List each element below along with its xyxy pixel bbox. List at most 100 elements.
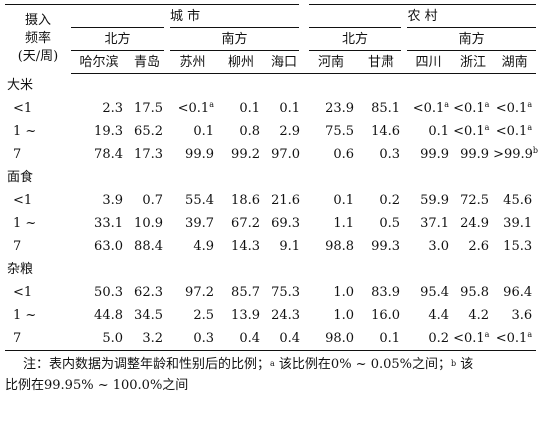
- value-text: 63.0: [94, 239, 123, 254]
- value-text: 3.6: [511, 308, 533, 323]
- value-cell: 88.4: [127, 235, 167, 258]
- value-cell: 24.3: [264, 304, 304, 327]
- region-header: 柳州: [218, 50, 264, 74]
- urban-header: 城 市: [71, 4, 305, 28]
- value-text: <0.1: [495, 331, 528, 346]
- table-row: <1 50.3 62.3 97.2 85.7 75.3 1.0 83.9 95.4 95.8 96.…: [5, 281, 536, 304]
- value-text: 0.1: [193, 124, 214, 139]
- value-text: 17.5: [134, 101, 163, 116]
- value-text: <0.1: [177, 101, 210, 116]
- value-cell: 14.3: [218, 235, 264, 258]
- value-text: 75.3: [271, 285, 301, 300]
- value-cell: 99.9: [167, 143, 218, 166]
- value-cell: <0.1a: [453, 327, 494, 351]
- value-text: 78.4: [94, 147, 123, 162]
- value-text: 39.7: [185, 216, 214, 231]
- value-cell: 0.1: [264, 97, 304, 120]
- value-cell: 13.9: [218, 304, 264, 327]
- footnote-mark: a: [527, 330, 533, 339]
- value-cell: 1.1: [304, 212, 358, 235]
- value-cell: 78.4: [71, 143, 127, 166]
- value-cell: 98.0: [304, 327, 359, 351]
- value-text: 96.4: [503, 285, 533, 300]
- value-cell: <0.1a: [493, 97, 536, 120]
- value-text: 18.6: [231, 193, 260, 208]
- value-text: 72.5: [460, 193, 490, 208]
- section-spacer: [71, 74, 536, 98]
- frequency-cell: <1: [13, 285, 33, 300]
- table-row: <1 3.9 0.7 55.4 18.6 21.6 0.1 0.2 59.9 72.5 45.6: [5, 189, 536, 212]
- value-cell: 34.5: [127, 304, 167, 327]
- value-cell: 0.5: [358, 212, 404, 235]
- value-cell: 16.0: [358, 304, 404, 327]
- value-text: 69.3: [271, 216, 301, 231]
- value-text: 3.9: [102, 193, 123, 208]
- value-text: 10.9: [134, 216, 163, 231]
- value-text: 16.0: [371, 308, 401, 323]
- table-container: 摄入 频率 (天/周) 城 市 农 村 北方 南方 北方 南方 哈尔滨 青岛 苏…: [5, 4, 538, 396]
- value-cell: 2.5: [167, 304, 218, 327]
- value-cell: 0.1: [218, 97, 264, 120]
- value-text: 99.9: [460, 147, 490, 162]
- value-cell: 85.7: [218, 281, 264, 304]
- value-text: 44.8: [94, 308, 123, 323]
- value-cell: 98.8: [304, 235, 358, 258]
- stub-header-line-2: 频率: [24, 31, 51, 47]
- frequency-cell: 7: [5, 327, 71, 351]
- value-text: 0.7: [142, 193, 163, 208]
- value-cell: 83.9: [358, 281, 404, 304]
- value-text: 19.3: [94, 124, 123, 139]
- value-text: 95.8: [460, 285, 490, 300]
- value-cell: 4.4: [404, 304, 453, 327]
- value-cell: 0.7: [127, 189, 167, 212]
- value-cell: 99.9: [404, 143, 453, 166]
- value-cell: 85.1: [358, 97, 404, 120]
- table-row: 1 ~ 44.8 34.5 2.5 13.9 24.3 1.0 16.0 4.4 4.2 3.6: [5, 304, 536, 327]
- value-text: 95.4: [420, 285, 450, 300]
- region-header: 四川: [404, 50, 454, 74]
- footnote-mark: a: [484, 330, 490, 339]
- value-cell: <0.1a: [167, 97, 218, 120]
- table-body: 大米 <1 2.3 17.5 <0.1a 0.1 0.1 23.9 85.1 <0.1a <0.1a…: [5, 74, 538, 351]
- footnote-mark: a: [209, 100, 214, 109]
- section-label: 大米: [7, 77, 34, 93]
- header-row-1: 摄入 频率 (天/周) 城 市 农 村: [5, 4, 537, 64]
- value-cell: 37.1: [404, 212, 453, 235]
- value-text: 0.8: [239, 124, 260, 139]
- rural-south-header: 南方: [401, 27, 537, 51]
- urban-north-header: 北方: [71, 27, 167, 51]
- value-cell: 39.1: [493, 212, 536, 235]
- value-text: 98.8: [325, 239, 355, 254]
- value-cell: 0.4: [264, 327, 305, 351]
- value-text: 65.2: [134, 124, 163, 139]
- value-text: <0.1: [453, 124, 485, 139]
- value-cell: 0.6: [304, 143, 358, 166]
- value-text: 3.0: [428, 239, 450, 254]
- value-cell: 19.3: [71, 120, 127, 143]
- value-text: 0.4: [239, 331, 260, 346]
- value-text: 39.1: [503, 216, 533, 231]
- frequency-cell: <1: [13, 193, 33, 208]
- section-spacer: [71, 166, 536, 189]
- value-cell: 10.9: [127, 212, 167, 235]
- value-cell: 0.1: [358, 327, 405, 351]
- value-text: 99.2: [231, 147, 260, 162]
- value-text: 59.9: [420, 193, 450, 208]
- value-text: 1.1: [333, 216, 355, 231]
- value-cell: 95.4: [404, 281, 453, 304]
- footnote-mark: a: [527, 123, 533, 132]
- table-row: 7 63.0 88.4 4.9 14.3 9.1 98.8 99.3 3.0 2.6 15.3: [5, 235, 536, 258]
- value-cell: 0.1: [167, 120, 218, 143]
- value-text: 3.2: [142, 331, 163, 346]
- value-cell: 15.3: [493, 235, 536, 258]
- value-text: 0.1: [279, 101, 301, 116]
- value-cell: 69.3: [264, 212, 304, 235]
- value-cell: <0.1a: [453, 120, 493, 143]
- header-row-3: 哈尔滨 青岛 苏州 柳州 海口 河南 甘肃 四川 浙江 湖南: [5, 50, 537, 74]
- value-cell: 0.1: [404, 120, 453, 143]
- value-cell: 5.0: [71, 327, 127, 351]
- value-text: 0.1: [239, 101, 260, 116]
- value-text: 0.1: [333, 193, 355, 208]
- section-row: 杂粮: [5, 258, 536, 281]
- footnote-mark: a: [484, 100, 490, 109]
